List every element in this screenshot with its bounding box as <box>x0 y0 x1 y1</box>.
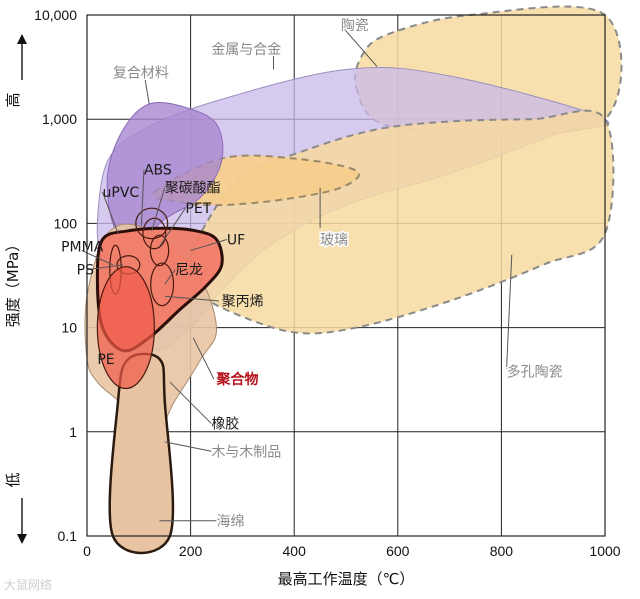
annotation-label-13: 海绵 <box>217 513 245 530</box>
leader-line-1 <box>140 169 145 226</box>
annotation-label-8: 聚丙烯 <box>222 294 264 310</box>
ellipse-nylon <box>150 262 175 307</box>
ellipse-pc <box>142 217 167 250</box>
watermark: 大鼠网络 <box>4 578 53 592</box>
leader-line-8 <box>164 295 220 302</box>
y-tick-label-0: 0.1 <box>58 528 78 544</box>
y-tick-label-2: 10 <box>61 320 77 336</box>
leader-line-9 <box>192 337 215 380</box>
polymer-details <box>81 24 513 522</box>
leader-line-3 <box>159 207 186 247</box>
leader-line-13 <box>340 24 378 67</box>
y-tick-label-1: 1 <box>69 424 77 440</box>
x-tick-label-1: 200 <box>179 543 203 559</box>
y-axis-label: 强度（MPa） <box>4 237 22 328</box>
x-tick-label-2: 400 <box>283 543 307 559</box>
y-tick-label-3: 100 <box>54 215 78 231</box>
annotation-label-15: 金属与合金 <box>211 42 281 58</box>
y-axis-arrows <box>17 34 27 544</box>
leader-line-7 <box>164 269 176 285</box>
annotation-label-9: PE <box>97 352 114 368</box>
y-axis-low-label: 低 <box>4 472 22 487</box>
annotation-label-16: 复合材料 <box>113 65 169 82</box>
annotation-label-11: 橡胶 <box>211 416 239 433</box>
leader-line-6 <box>86 264 124 271</box>
plot-frame <box>86 14 606 537</box>
ellipse-abs <box>135 207 169 240</box>
leader-line-15 <box>143 72 150 105</box>
annotation-label-17: 玻璃 <box>320 232 348 249</box>
annotation-label-7: 尼龙 <box>175 263 203 279</box>
leader-line-17 <box>506 254 513 370</box>
ellipse-pet <box>149 234 170 267</box>
leader-line-5 <box>190 239 228 251</box>
annotation-label-5: UF <box>227 233 245 249</box>
x-tick-label-0: 0 <box>83 543 91 559</box>
x-tick-label-3: 600 <box>386 543 410 559</box>
annotation-label-18: 多孔陶瓷 <box>507 363 563 380</box>
annotation-label-4: PMMA <box>61 240 104 256</box>
annotation-label-10: 聚合物 <box>216 371 259 388</box>
axis-ticks: 0 200 400 600 800 1000 0.1 1 10 100 1,000 10,000 <box>34 7 621 559</box>
y-tick-label-5: 10,000 <box>34 7 77 23</box>
annotation-label-14: 陶瓷 <box>341 18 369 34</box>
annotation-label-2: 聚碳酸酯 <box>165 181 221 197</box>
annotation-label-1: ABS <box>144 162 172 178</box>
x-tick-label-4: 800 <box>490 543 514 559</box>
axis-titles: 最高工作温度（℃） 强度（MPa） 高 低 <box>4 34 414 588</box>
y-tick-label-4: 1,000 <box>42 111 77 127</box>
material-regions <box>84 5 623 555</box>
ellipse-pe <box>96 266 155 390</box>
leader-line-2 <box>151 187 166 231</box>
arrow-up-head <box>17 34 27 44</box>
annotation-label-12: 木与木制品 <box>211 444 281 460</box>
leader-line-10 <box>169 381 212 424</box>
arrow-down-head <box>17 534 27 544</box>
annotation-label-3: PET <box>185 201 211 217</box>
leader-line-11 <box>164 441 212 452</box>
y-axis-high-label: 高 <box>4 92 22 107</box>
x-tick-label-5: 1000 <box>589 543 620 559</box>
annotation-label-0: uPVC <box>103 185 140 201</box>
annotation-label-6: PS <box>77 263 94 279</box>
leader-line-0 <box>102 191 119 234</box>
x-axis-label: 最高工作温度（℃） <box>278 570 415 588</box>
